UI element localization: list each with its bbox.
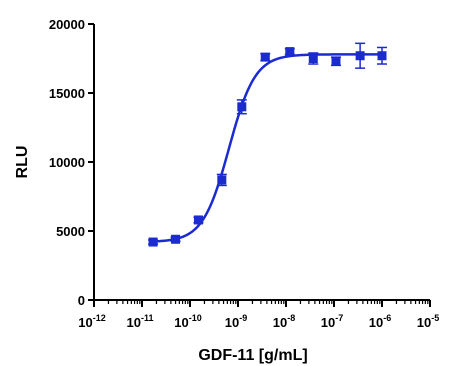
y-tick-label: 20000 — [49, 17, 85, 32]
data-point — [217, 175, 227, 185]
x-tick-label: 10-9 — [225, 313, 247, 330]
x-tick-label: 10-7 — [321, 313, 343, 330]
data-point — [148, 237, 158, 247]
y-axis-title: RLU — [14, 146, 31, 179]
y-tick-label: 0 — [78, 293, 85, 308]
x-tick-label: 10-10 — [174, 313, 201, 330]
x-tick-label: 10-5 — [417, 313, 439, 330]
data-point — [193, 215, 203, 225]
x-tick-label: 10-11 — [127, 313, 154, 330]
data-point — [308, 54, 318, 63]
x-tick-label: 10-12 — [78, 313, 105, 330]
tick-labels-group: 0 5000 10000 15000 20000 10-12 10-11 10-10 10-9 1… — [49, 17, 439, 330]
data-point — [171, 234, 181, 244]
x-tick-label: 10-6 — [369, 313, 391, 330]
y-tick-label: 5000 — [56, 224, 85, 239]
data-point — [237, 102, 247, 112]
fit-curve-group — [153, 53, 382, 243]
x-axis-title: GDF-11 [g/mL] — [198, 347, 307, 364]
data-point — [377, 51, 387, 61]
fit-curve — [153, 53, 382, 243]
data-point — [260, 52, 270, 62]
axes — [88, 23, 431, 307]
y-tick-label: 15000 — [49, 86, 85, 101]
data-points-group — [148, 42, 387, 247]
data-point — [355, 51, 365, 61]
x-tick-label: 10-8 — [273, 313, 295, 330]
data-point — [331, 56, 341, 66]
y-tick-label: 10000 — [49, 155, 85, 170]
data-point — [285, 47, 295, 57]
